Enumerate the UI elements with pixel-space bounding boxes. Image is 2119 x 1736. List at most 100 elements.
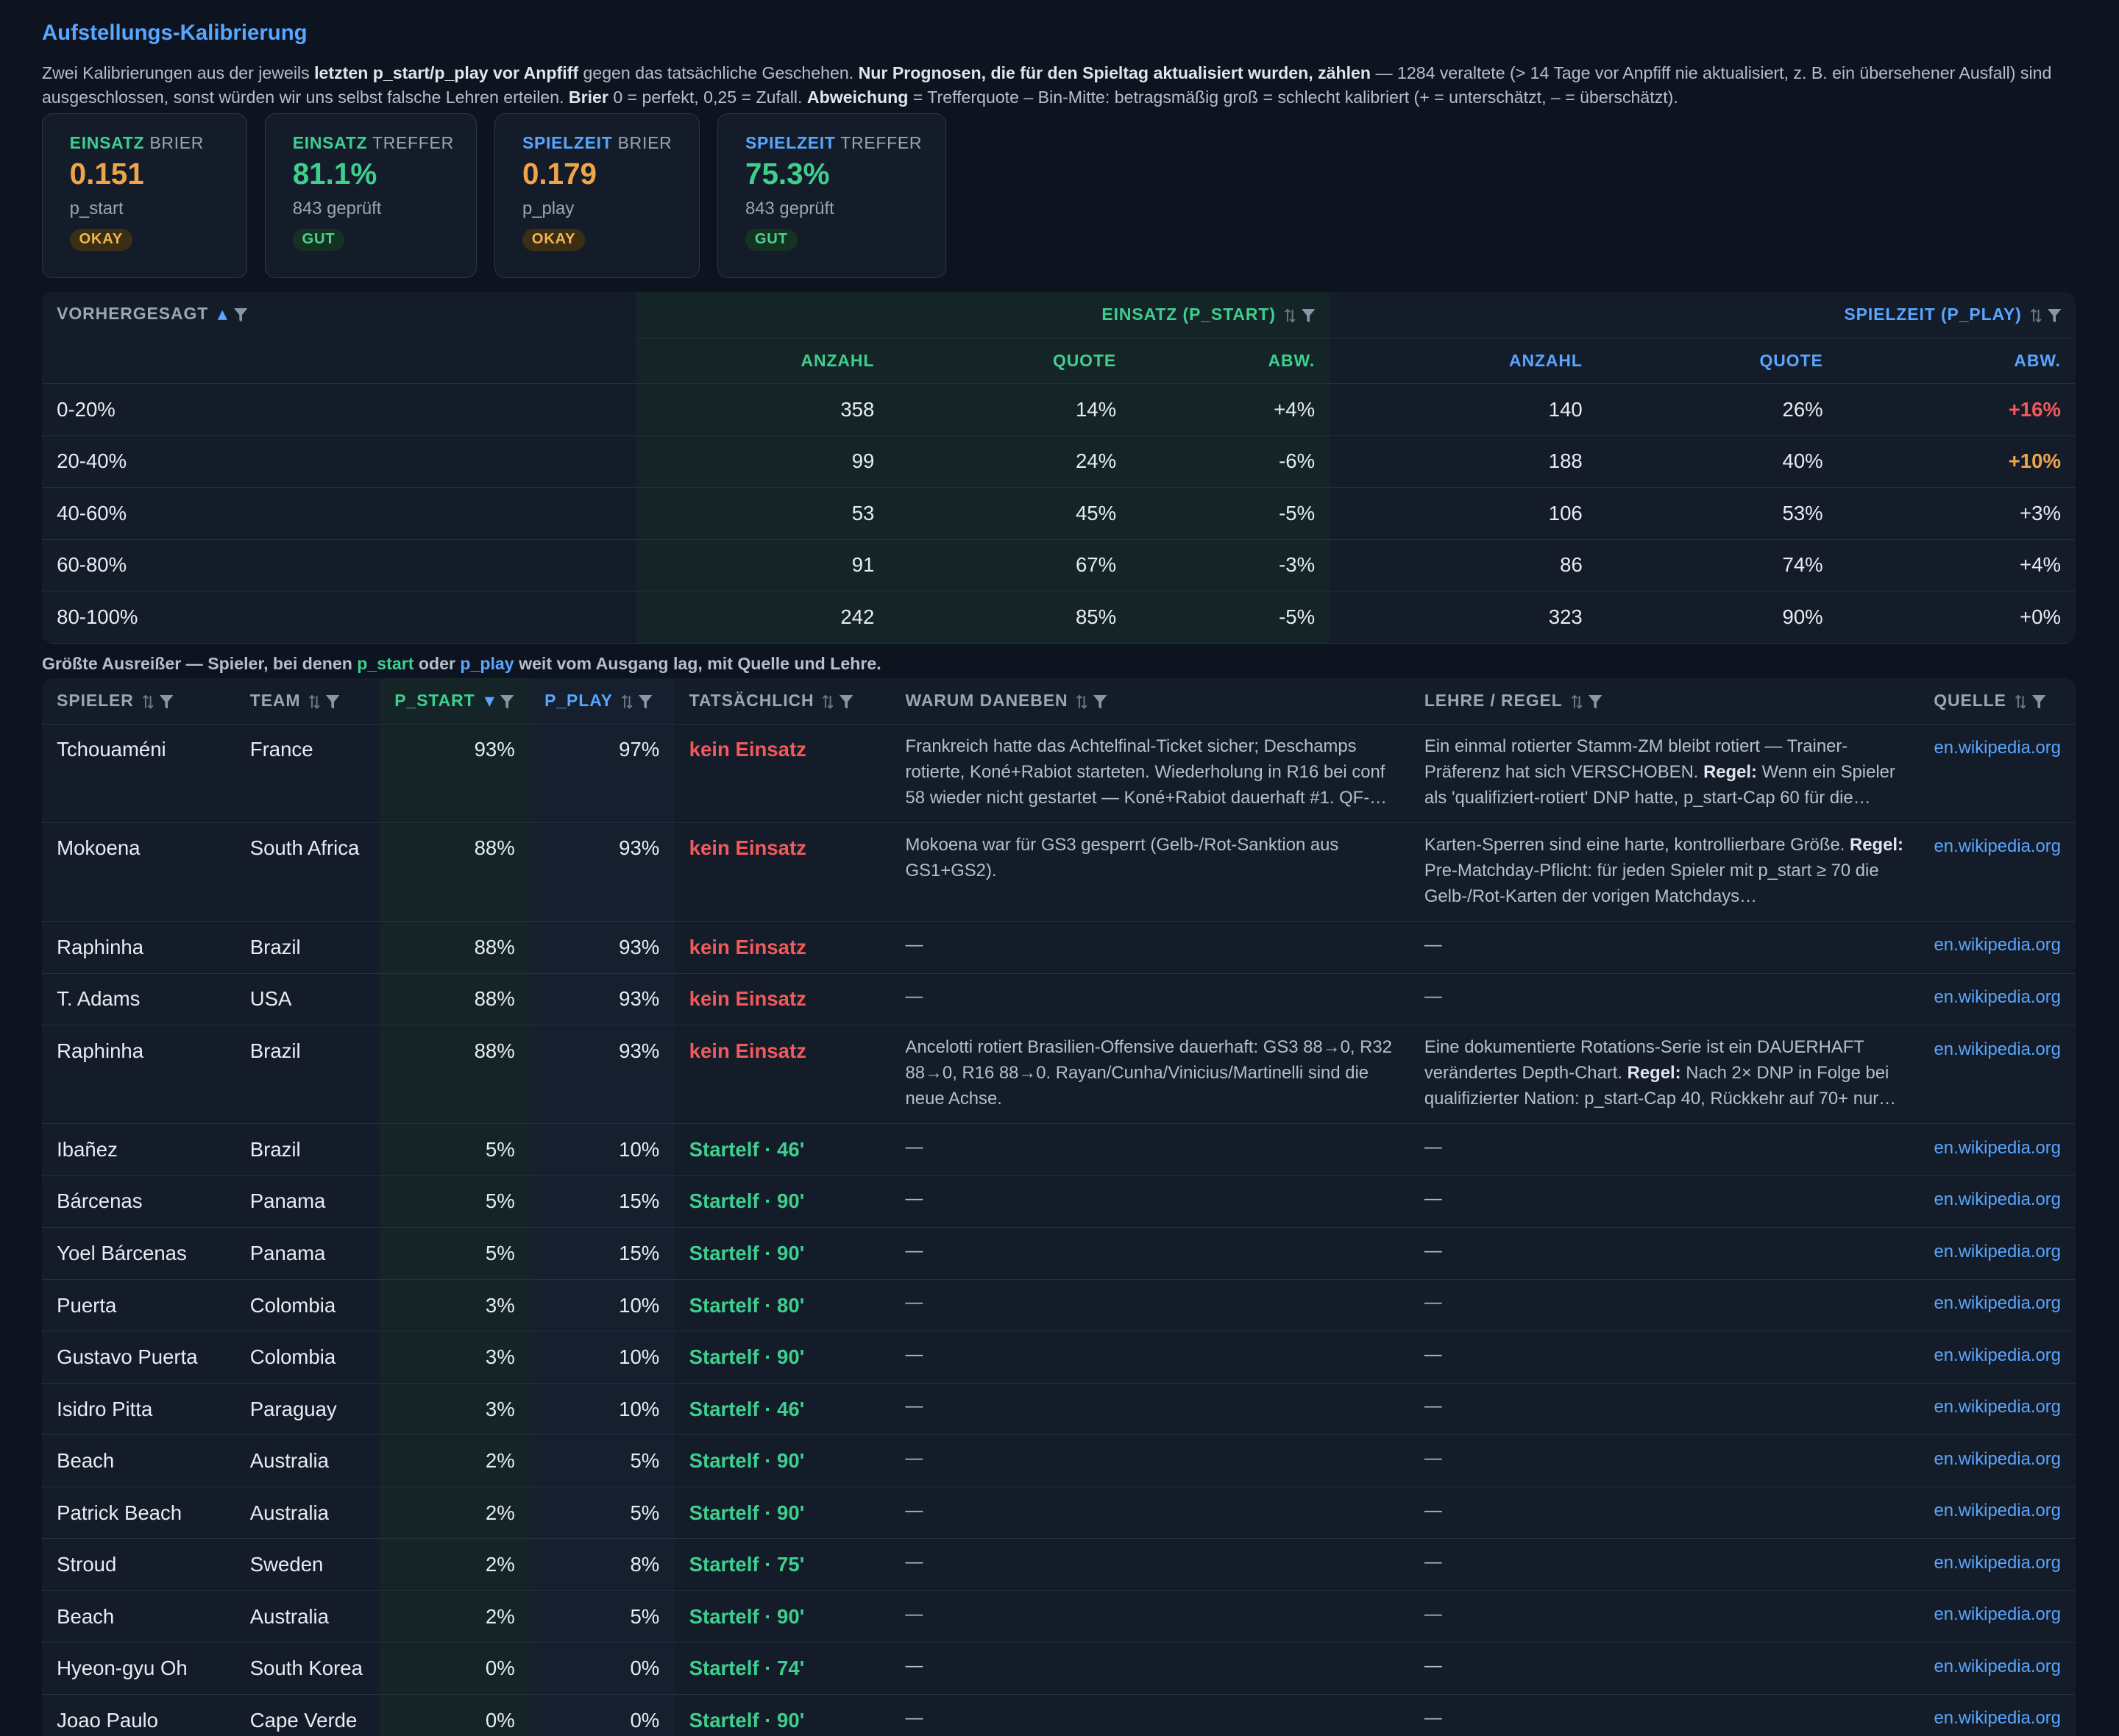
card-sub: p_play xyxy=(522,198,575,218)
calibration-cell: -5% xyxy=(1131,591,1330,644)
card-value: 0.179 xyxy=(522,157,597,191)
source[interactable]: en.wikipedia.org xyxy=(1919,1025,2076,1125)
calibration-cell: 90% xyxy=(1597,591,1838,644)
sub-header: ABW. xyxy=(1837,338,2076,385)
card-label: SPIELZEIT BRIER xyxy=(522,133,699,153)
team: Panama xyxy=(235,1175,380,1228)
stat-card: EINSATZ TREFFER 81.1% 843 geprüft GUT xyxy=(264,113,478,279)
card-label: EINSATZ BRIER xyxy=(70,133,246,153)
player: Stroud xyxy=(41,1538,235,1591)
why: Ancelotti rotiert Brasilien-Offensive da… xyxy=(890,1025,1410,1125)
player: Ibañez xyxy=(41,1123,235,1176)
why: — xyxy=(890,1331,1410,1384)
calibration-cell: 53% xyxy=(1597,487,1838,540)
p-play: 8% xyxy=(529,1538,675,1591)
calibration-cell: 140 xyxy=(1330,383,1597,436)
source[interactable]: en.wikipedia.org xyxy=(1919,1383,2076,1436)
p-start: 2% xyxy=(380,1590,530,1643)
p-start: 2% xyxy=(380,1487,530,1540)
source[interactable]: en.wikipedia.org xyxy=(1919,921,2076,974)
source[interactable]: en.wikipedia.org xyxy=(1919,1694,2076,1736)
lesson: — xyxy=(1409,1383,1920,1436)
why: — xyxy=(890,1694,1410,1736)
actual: Startelf · 90' xyxy=(674,1434,891,1487)
source[interactable]: en.wikipedia.org xyxy=(1919,1331,2076,1384)
player: Gustavo Puerta xyxy=(41,1331,235,1384)
calibration-cell: 0-20% xyxy=(41,383,637,436)
outlier-row: Joao Paulo Cape Verde 0% 0% Startelf · 90' — —… xyxy=(41,1694,2076,1736)
lesson: — xyxy=(1409,973,1920,1026)
calibration-cell: 99 xyxy=(636,435,890,488)
lesson-text: Wenn ein Spieler als 'qualifiziert-rotie… xyxy=(1424,761,1895,808)
why-text: — xyxy=(905,1396,923,1417)
sub-header: ANZAHL xyxy=(636,338,890,385)
calibration-cell: 358 xyxy=(636,383,890,436)
intro-text: Nur Prognosen, die für den Spieltag aktu… xyxy=(858,63,1371,82)
intro-text: Zwei Kalibrierungen aus der jeweils xyxy=(41,63,315,82)
lesson: — xyxy=(1409,1642,1920,1695)
player: Mokoena xyxy=(41,822,235,922)
source[interactable]: en.wikipedia.org xyxy=(1919,1590,2076,1643)
p-start: 2% xyxy=(380,1538,530,1591)
lesson: Ein einmal rotierter Stamm-ZM bleibt rot… xyxy=(1409,724,1920,824)
source[interactable]: en.wikipedia.org xyxy=(1919,1227,2076,1280)
column-header: SPIELER xyxy=(41,678,235,725)
header-cell: VORHERGESAGT xyxy=(41,291,637,385)
source[interactable]: en.wikipedia.org xyxy=(1919,1538,2076,1591)
lesson-text: Regel: xyxy=(1627,1062,1681,1083)
p-start: 88% xyxy=(380,973,530,1026)
card-badge: OKAY xyxy=(69,228,132,251)
p-play: 93% xyxy=(529,1025,675,1125)
calibration-cell: 20-40% xyxy=(41,435,637,488)
lesson: — xyxy=(1409,1175,1920,1228)
calibration-cell: 188 xyxy=(1330,435,1597,488)
card-label: SPIELZEIT TREFFER xyxy=(745,133,945,153)
team: USA xyxy=(235,973,380,1026)
lesson-text: Ein einmal rotierter Stamm-ZM bleibt rot… xyxy=(1424,736,1848,782)
source[interactable]: en.wikipedia.org xyxy=(1919,1487,2076,1540)
p-play: 10% xyxy=(529,1279,675,1332)
calibration-cell: 26% xyxy=(1597,383,1838,436)
caption-text: p_play xyxy=(460,653,514,673)
why-text: — xyxy=(905,1344,923,1365)
calibration-cell: 45% xyxy=(889,487,1132,540)
lesson: — xyxy=(1409,921,1920,974)
source[interactable]: en.wikipedia.org xyxy=(1919,822,2076,922)
calibration-table: VORHERGESAGT EINSATZ (P_START) SPIELZEIT (… xyxy=(41,291,2076,644)
calibration-cell: 242 xyxy=(636,591,890,644)
card-value: 75.3% xyxy=(745,157,830,191)
source[interactable]: en.wikipedia.org xyxy=(1919,1434,2076,1487)
outlier-row: Patrick Beach Australia 2% 5% Startelf · 90'… xyxy=(41,1487,2076,1540)
source[interactable]: en.wikipedia.org xyxy=(1919,1279,2076,1332)
outlier-row: Raphinha Brazil 88% 93% kein Einsatz — — en.wik… xyxy=(41,921,2076,974)
outlier-row: Yoel Bárcenas Panama 5% 15% Startelf · 90' — —… xyxy=(41,1227,2076,1280)
why: — xyxy=(890,1175,1410,1228)
why: — xyxy=(890,1123,1410,1176)
card-sub: 843 geprüft xyxy=(745,198,834,218)
lesson-text: — xyxy=(1424,1707,1442,1728)
p-play: 5% xyxy=(529,1590,675,1643)
source[interactable]: en.wikipedia.org xyxy=(1919,1123,2076,1176)
source[interactable]: en.wikipedia.org xyxy=(1919,1642,2076,1695)
source[interactable]: en.wikipedia.org xyxy=(1919,973,2076,1026)
lesson-text: — xyxy=(1424,1189,1442,1209)
team: South Korea xyxy=(235,1642,380,1695)
source[interactable]: en.wikipedia.org xyxy=(1919,724,2076,824)
lesson-text: — xyxy=(1424,1136,1442,1157)
page-title: Aufstellungs-Kalibrierung xyxy=(41,20,308,45)
why-text: — xyxy=(905,1189,923,1209)
player: Joao Paulo xyxy=(41,1694,235,1736)
why-text: — xyxy=(905,1136,923,1157)
header-text: LEHRE / REGEL xyxy=(1424,691,1563,711)
why-text: Mokoena war für GS3 gesperrt (Gelb-/Rot-… xyxy=(905,834,1339,881)
calibration-cell: 86 xyxy=(1330,539,1597,592)
source[interactable]: en.wikipedia.org xyxy=(1919,1175,2076,1228)
why-text: — xyxy=(905,986,923,1007)
lesson-text: — xyxy=(1424,1396,1442,1417)
p-play: 5% xyxy=(529,1487,675,1540)
why-text: — xyxy=(905,1552,923,1573)
p-play: 93% xyxy=(529,822,675,922)
why: — xyxy=(890,1642,1410,1695)
why-text: — xyxy=(905,934,923,955)
